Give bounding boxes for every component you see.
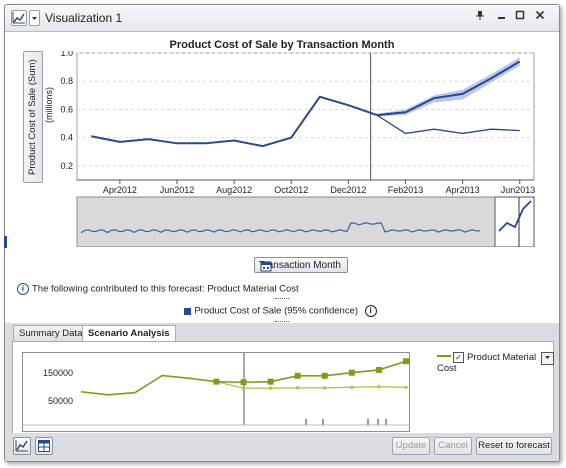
x-tick-label: Feb2013 — [388, 185, 424, 195]
tab-summary-data[interactable]: Summary Data — [13, 325, 89, 341]
maximize-button[interactable] — [513, 9, 527, 25]
scenario-edit-handle — [348, 369, 355, 376]
scenario-edit-handle — [267, 378, 274, 385]
y-axis-label: Product Cost of Sale (Sum) — [27, 59, 38, 175]
resize-handle[interactable] — [4, 236, 7, 248]
overview-forecast — [498, 200, 532, 232]
scenario-baseline-point — [296, 386, 300, 390]
update-button[interactable]: Update — [392, 437, 430, 455]
scenario-edit-handle — [213, 378, 220, 385]
x-tick-label: Oct2012 — [274, 185, 308, 195]
scenario-series-line — [376, 114, 520, 135]
table-view-button[interactable] — [35, 437, 53, 455]
y-tick-label: 1.0 — [60, 51, 73, 58]
main-plot: 0.2 0.4 0.6 0.8 1.0 Apr2012 Jun2012 Aug2012 Oct2… — [60, 51, 535, 195]
scenario-edit-handle — [294, 372, 301, 379]
y-axis-role-button[interactable]: Product Cost of Sale (Sum) — [23, 51, 43, 183]
line-chart-icon — [15, 440, 28, 452]
scenario-legend: ✓ Product Material Cost — [437, 352, 553, 374]
forecast-info-text: The following contributed to this foreca… — [32, 283, 299, 295]
x-tick-label: Dec2012 — [330, 185, 366, 195]
table-icon — [38, 440, 50, 452]
pin-icon — [476, 11, 484, 20]
legend-label: Product Cost of Sale (95% confidence) — [194, 305, 359, 317]
info-icon: i — [17, 283, 29, 295]
scenario-baseline-point — [323, 386, 327, 390]
visualization-window: Visualization 1 Product Cost of Sale by … — [4, 4, 560, 462]
x-axis-button-label: Transaction Month — [258, 260, 341, 271]
chart-legend: Product Cost of Sale (95% confidence) i — [5, 305, 559, 317]
scenario-baseline-point — [404, 385, 408, 389]
chart-type-button[interactable] — [11, 10, 27, 26]
legend-line-icon — [437, 355, 451, 358]
line-chart-icon — [12, 12, 25, 24]
x-axis-role-button[interactable]: Transaction Month — [254, 257, 348, 273]
y-tick-label: 0.6 — [60, 104, 73, 114]
scenario-baseline-point — [377, 385, 381, 389]
calendar-icon — [260, 261, 272, 272]
chart-type-dropdown[interactable] — [29, 10, 40, 26]
close-button[interactable] — [533, 9, 547, 25]
scenario-baseline-point — [242, 386, 245, 390]
tab-scenario-analysis[interactable]: Scenario Analysis — [82, 325, 176, 341]
maximize-icon — [515, 10, 525, 20]
product-material-cost-checkbox[interactable]: ✓ — [453, 352, 464, 363]
minimize-button[interactable] — [494, 9, 508, 25]
minimize-icon — [498, 17, 505, 19]
scenario-edit-handle — [375, 366, 382, 373]
y-tick-label: 0.4 — [60, 133, 73, 143]
x-tick-label: Jun2013 — [501, 185, 535, 195]
scenario-y-tick-label: 50000 — [48, 396, 73, 406]
chart-title: Product Cost of Sale by Transaction Mont… — [169, 39, 395, 51]
y-tick-label: 0.8 — [60, 76, 73, 86]
scenario-panel: 150000 50000 ✓ Product Material Cost — [12, 341, 554, 437]
overview-background — [76, 196, 535, 247]
cancel-button[interactable]: Cancel — [434, 437, 472, 455]
overview-series — [80, 222, 481, 234]
forecast-info: i The following contributed to this forec… — [17, 283, 299, 295]
reset-to-forecast-button[interactable]: Reset to forecast — [476, 437, 552, 455]
scenario-checkbox-label: Product Material Cost — [437, 352, 537, 375]
actual-series-line — [91, 95, 378, 148]
scenario-y-tick-label: 150000 — [43, 368, 73, 378]
main-chart[interactable]: 0.2 0.4 0.6 0.8 1.0 Apr2012 Jun2012 Aug2012 Oct2… — [49, 51, 535, 247]
scenario-chart[interactable]: 150000 50000 — [23, 353, 409, 431]
scenario-edit-handle — [240, 379, 247, 386]
scenario-edit-handle — [403, 358, 409, 365]
scenario-baseline-line — [216, 381, 407, 389]
chart-view-button[interactable] — [13, 437, 31, 455]
chevron-down-icon — [545, 356, 550, 359]
x-tick-label: Apr2013 — [446, 185, 480, 195]
close-icon — [535, 10, 545, 20]
x-tick-label: Apr2012 — [103, 185, 137, 195]
title-bar: Visualization 1 — [5, 5, 559, 32]
panel-splitter-handle[interactable] — [275, 321, 289, 325]
scenario-chart-frame: 150000 50000 — [22, 352, 410, 432]
scenario-edit-handle — [321, 372, 328, 379]
x-tick-label: Aug2012 — [216, 185, 252, 195]
scenario-baseline-point — [350, 385, 354, 389]
chevron-down-icon — [32, 17, 37, 20]
legend-splitter-handle[interactable] — [275, 298, 289, 302]
forecast-series-line — [376, 60, 521, 117]
pin-button[interactable] — [473, 9, 487, 25]
window-title: Visualization 1 — [45, 11, 123, 25]
scenario-menu-button[interactable] — [541, 352, 554, 365]
scenario-baseline-point — [269, 386, 273, 390]
overview-navigator — [76, 196, 535, 247]
legend-swatch — [184, 307, 192, 315]
x-tick-label: Jun2012 — [160, 185, 195, 195]
legend-info-icon[interactable]: i — [364, 305, 377, 317]
y-tick-label: 0.2 — [60, 161, 73, 171]
